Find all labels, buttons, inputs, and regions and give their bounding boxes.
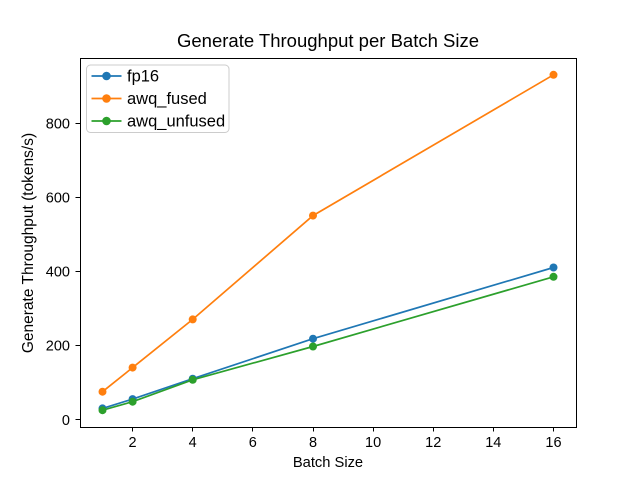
svg-text:200: 200: [46, 339, 70, 355]
svg-text:12: 12: [425, 435, 441, 451]
svg-text:awq_fused: awq_fused: [127, 90, 207, 108]
svg-text:Generate Throughput (tokens/s): Generate Throughput (tokens/s): [20, 133, 37, 353]
svg-text:fp16: fp16: [127, 68, 159, 86]
svg-text:400: 400: [46, 265, 70, 281]
svg-text:Generate Throughput per Batch: Generate Throughput per Batch Size: [177, 30, 479, 51]
svg-text:Batch Size: Batch Size: [293, 455, 363, 471]
svg-text:16: 16: [545, 435, 561, 451]
svg-text:800: 800: [46, 116, 70, 132]
svg-text:0: 0: [62, 413, 70, 429]
svg-text:2: 2: [129, 435, 137, 451]
svg-text:4: 4: [189, 435, 197, 451]
svg-text:6: 6: [249, 435, 257, 451]
svg-text:14: 14: [485, 435, 501, 451]
svg-text:8: 8: [309, 435, 317, 451]
svg-text:600: 600: [46, 190, 70, 206]
svg-text:awq_unfused: awq_unfused: [127, 113, 225, 131]
svg-text:10: 10: [365, 435, 381, 451]
